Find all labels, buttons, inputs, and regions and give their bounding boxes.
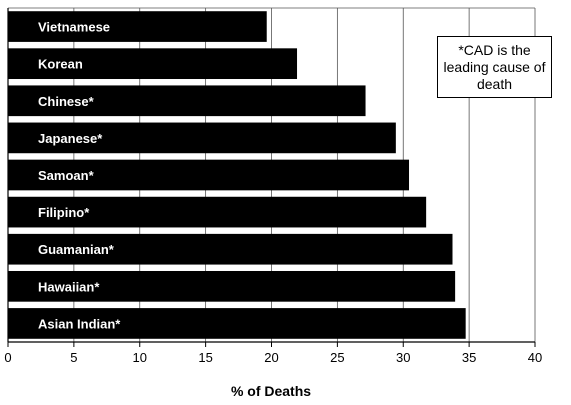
bar-label: Japanese* (38, 131, 103, 146)
x-tick-label: 30 (396, 350, 410, 365)
bars (7, 11, 466, 339)
bar-label: Guamanian* (38, 242, 115, 257)
bar-label: Korean (38, 57, 83, 72)
bar (7, 196, 427, 228)
bar (7, 11, 267, 42)
x-tick-label: 20 (264, 350, 278, 365)
bar-label: Hawaiian* (38, 279, 100, 294)
bar (7, 159, 410, 191)
x-tick-label: 0 (4, 350, 11, 365)
x-tick-label: 10 (133, 350, 147, 365)
x-tick-label: 5 (70, 350, 77, 365)
x-tick-label: 40 (528, 350, 542, 365)
x-tick-label: 35 (462, 350, 476, 365)
bar-label: Filipino* (38, 205, 90, 220)
annotation-box: *CAD is the leading cause of death (437, 36, 552, 98)
bar (7, 233, 453, 265)
bar-labels: Vietnamese Korean Chinese* Japanese* Samoan*… (38, 20, 121, 332)
bar-label: Samoan* (38, 168, 95, 183)
x-axis-title: % of Deaths (231, 383, 311, 399)
bar (7, 270, 456, 302)
x-tick-label: 15 (198, 350, 212, 365)
bar-label: Chinese* (38, 94, 95, 109)
bar (7, 122, 396, 154)
bar-label: Asian Indian* (38, 316, 121, 331)
x-tick-label: 25 (330, 350, 344, 365)
bar (7, 85, 366, 117)
annotation-text: *CAD is the leading cause of death (443, 42, 546, 92)
x-axis: 0 5 10 15 20 25 30 35 40 (4, 8, 542, 365)
bar-label: Vietnamese (38, 20, 110, 35)
